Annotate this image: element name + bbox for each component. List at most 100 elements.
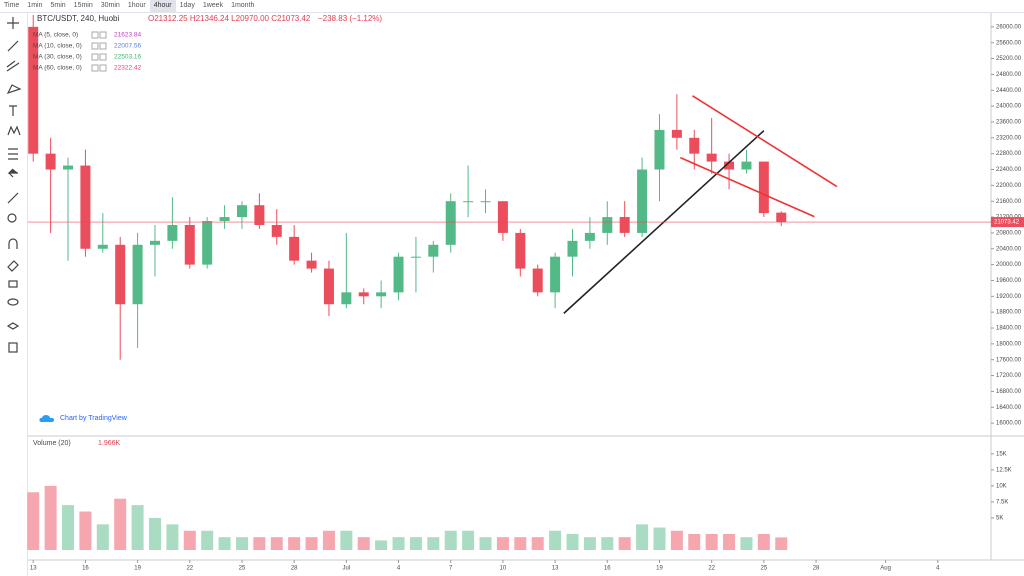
zoom-tool[interactable] bbox=[7, 213, 17, 223]
y-tick-label: 21600.00 bbox=[996, 199, 1022, 205]
delete-tool[interactable] bbox=[8, 342, 18, 353]
candle-body bbox=[724, 161, 735, 170]
candle-body bbox=[271, 224, 282, 237]
volume-bar bbox=[496, 537, 509, 550]
interval-button[interactable]: 4hour bbox=[149, 0, 176, 12]
legend-settings[interactable] bbox=[99, 53, 107, 61]
shape-tool[interactable] bbox=[6, 84, 22, 95]
volume-bar bbox=[288, 537, 301, 550]
x-tick-label: 16 bbox=[604, 566, 611, 572]
x-tick-label: 7 bbox=[449, 566, 453, 572]
x-tick-label: 4 bbox=[936, 566, 940, 572]
volume-bar bbox=[688, 533, 701, 550]
volume-bar bbox=[618, 537, 631, 550]
legend-settings[interactable] bbox=[99, 64, 107, 72]
watermark: Chart by TradingView bbox=[60, 415, 128, 422]
y-tick-label: 19200.00 bbox=[996, 294, 1022, 300]
candle-body bbox=[202, 221, 213, 265]
volume-bar bbox=[270, 537, 283, 550]
volume-bar bbox=[757, 533, 770, 550]
volume-bar bbox=[479, 537, 492, 550]
y-tick-label: 23600.00 bbox=[996, 120, 1022, 126]
legend-name: MA (10, close, 0) bbox=[33, 43, 82, 50]
candle-body bbox=[463, 201, 474, 203]
interval-button[interactable]: 5min bbox=[50, 2, 66, 9]
legend-settings[interactable] bbox=[99, 31, 107, 39]
interval-button[interactable]: 1min bbox=[27, 2, 43, 9]
interval-button[interactable]: 15min bbox=[73, 2, 93, 9]
x-tick-label: 22 bbox=[186, 566, 193, 572]
legend-toggle[interactable] bbox=[91, 53, 99, 61]
text-tool[interactable] bbox=[9, 105, 17, 116]
y-tick-label: 25200.00 bbox=[996, 56, 1022, 62]
y-tick-label: 10K bbox=[996, 483, 1007, 489]
candle-body bbox=[410, 256, 421, 258]
interval-button[interactable]: 1week bbox=[202, 2, 224, 9]
watermark-logo bbox=[39, 415, 54, 422]
crosshair-tool[interactable] bbox=[7, 17, 19, 29]
lock-draw-tool[interactable] bbox=[7, 260, 19, 272]
candle-body bbox=[289, 236, 300, 261]
y-tick-label: 17600.00 bbox=[996, 357, 1022, 363]
volume-bar bbox=[514, 537, 527, 550]
y-tick-label: 24000.00 bbox=[996, 104, 1022, 110]
volume-bar bbox=[462, 530, 475, 550]
volume-bar bbox=[549, 530, 562, 550]
legend-toggle[interactable] bbox=[91, 42, 99, 50]
back-tool[interactable] bbox=[7, 168, 18, 178]
x-tick-label: 25 bbox=[239, 566, 246, 572]
candle-body bbox=[567, 240, 578, 257]
interval-button[interactable]: 30min bbox=[100, 2, 120, 9]
candle-body bbox=[550, 256, 561, 293]
x-tick-label: 10 bbox=[500, 566, 507, 572]
x-tick-label: 28 bbox=[813, 566, 820, 572]
candle-body bbox=[758, 161, 769, 214]
layers-tool[interactable] bbox=[6, 322, 20, 330]
legend-toggle[interactable] bbox=[91, 64, 99, 72]
legend-toggle[interactable] bbox=[91, 31, 99, 39]
magnet-tool[interactable] bbox=[8, 238, 18, 249]
y-tick-label: 20400.00 bbox=[996, 246, 1022, 252]
candle-body bbox=[515, 232, 526, 269]
volume-bar bbox=[357, 537, 370, 550]
last-price-label: 21073.42 bbox=[994, 220, 1020, 226]
volume-bar bbox=[636, 524, 649, 550]
candle-body bbox=[602, 217, 613, 233]
pattern-tool[interactable] bbox=[7, 125, 21, 136]
volume-bar bbox=[409, 537, 422, 550]
measure-tool[interactable] bbox=[7, 192, 19, 204]
y-tick-label: 16800.00 bbox=[996, 389, 1022, 395]
x-tick-label: Jul bbox=[343, 566, 351, 572]
x-tick-label: 19 bbox=[656, 566, 663, 572]
x-tick-label: Aug bbox=[880, 566, 891, 572]
interval-button[interactable]: 1month bbox=[231, 2, 255, 9]
volume-bar bbox=[375, 540, 388, 550]
volume-bar bbox=[653, 527, 666, 550]
interval-button[interactable]: 1hour bbox=[127, 2, 146, 9]
symbol-title: BTC/USDT, 240, Huobi bbox=[37, 14, 119, 23]
prediction-tool[interactable] bbox=[8, 148, 18, 160]
candle-body bbox=[97, 244, 108, 249]
candle-body bbox=[776, 212, 787, 223]
y-tick-label: 18400.00 bbox=[996, 326, 1022, 332]
candle-body bbox=[358, 292, 369, 297]
interval-button[interactable]: Time bbox=[4, 2, 20, 9]
x-tick-label: 19 bbox=[134, 566, 141, 572]
fib-tool[interactable] bbox=[6, 60, 20, 72]
ohlc: O21312.25 H21346.24 L20970.00 C21073.42 bbox=[148, 14, 311, 23]
volume-bar bbox=[531, 537, 544, 550]
lock-tool[interactable] bbox=[8, 280, 18, 288]
y-tick-label: 16000.00 bbox=[996, 421, 1022, 427]
volume-bar bbox=[166, 524, 179, 550]
volume-title: Volume (20) bbox=[33, 440, 71, 447]
x-tick-label: 13 bbox=[30, 566, 37, 572]
trendline-tool[interactable] bbox=[7, 40, 19, 52]
y-tick-label: 15K bbox=[996, 451, 1007, 457]
y-tick-label: 18000.00 bbox=[996, 341, 1022, 347]
candle-body bbox=[445, 201, 456, 245]
candle-body bbox=[80, 165, 91, 249]
legend-settings[interactable] bbox=[99, 42, 107, 50]
interval-button[interactable]: 1day bbox=[179, 2, 195, 9]
x-tick-label: 25 bbox=[761, 566, 768, 572]
visibility-tool[interactable] bbox=[7, 298, 19, 306]
